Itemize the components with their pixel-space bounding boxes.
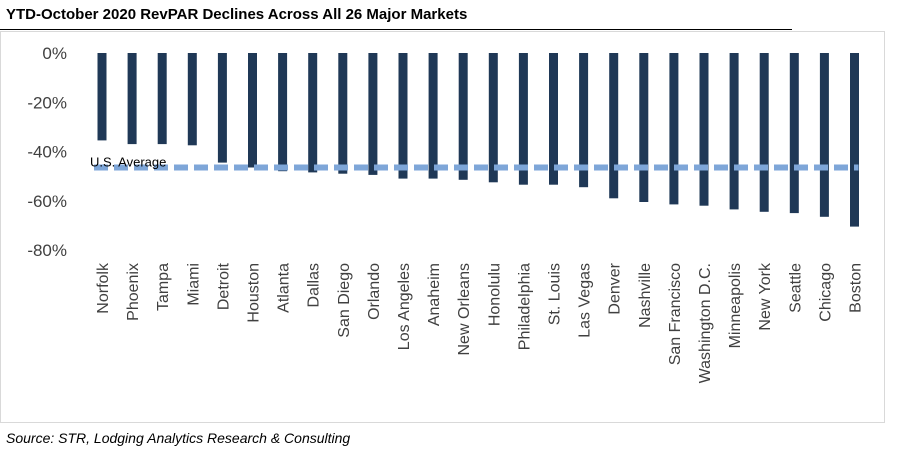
bar-seattle <box>789 53 799 214</box>
bar-miami <box>187 53 197 146</box>
x-tick-label: Denver <box>607 262 624 314</box>
x-tick-label: Miami <box>185 263 202 306</box>
bar-dallas <box>308 53 318 173</box>
bar-minneapolis <box>729 53 739 210</box>
x-tick-label: Houston <box>246 263 263 323</box>
y-tick-label: -60% <box>27 192 67 211</box>
bar-anaheim <box>428 53 438 179</box>
bar-new-york <box>759 53 769 212</box>
y-tick-label: -80% <box>27 241 67 260</box>
x-tick-label: New Orleans <box>456 263 473 355</box>
x-tick-label: Phoenix <box>125 263 142 321</box>
x-tick-label: Minneapolis <box>727 263 744 348</box>
bar-detroit <box>217 53 227 163</box>
y-tick-label: -20% <box>27 93 67 112</box>
x-tick-label: New York <box>757 262 774 331</box>
bar-washington-d-c- <box>699 53 709 206</box>
bar-houston <box>248 53 257 168</box>
bar-las-vegas <box>579 53 589 188</box>
chart-title: YTD-October 2020 RevPAR Declines Across … <box>6 6 468 23</box>
x-tick-label: San Francisco <box>667 263 684 365</box>
x-tick-label: Philadelphia <box>516 263 533 350</box>
bar-san-diego <box>338 53 348 174</box>
bar-tampa <box>157 53 167 145</box>
x-tick-label: St. Louis <box>547 263 564 325</box>
bar-st-louis <box>549 53 558 185</box>
x-tick-label: San Diego <box>336 263 353 338</box>
bar-philadelphia <box>518 53 528 185</box>
x-tick-label: Anaheim <box>426 263 443 326</box>
y-tick-label: -40% <box>27 143 67 162</box>
bar-chicago <box>819 53 829 217</box>
bar-honolulu <box>488 53 498 183</box>
x-tick-label: Norfolk <box>95 262 112 314</box>
bar-nashville <box>639 53 649 202</box>
title-rule <box>0 29 792 30</box>
x-tick-label: Orlando <box>366 263 383 320</box>
x-tick-label: Las Vegas <box>577 263 594 338</box>
bar-orlando <box>368 53 378 175</box>
x-tick-label: Tampa <box>155 263 172 311</box>
bar-los-angeles <box>398 53 408 179</box>
us-average-label: U.S. Average <box>90 155 166 170</box>
x-tick-label: Nashville <box>637 263 654 328</box>
x-tick-label: Boston <box>848 263 865 313</box>
bar-boston <box>850 53 859 227</box>
y-tick-label: 0% <box>42 44 67 63</box>
bar-san-francisco <box>669 53 679 205</box>
x-tick-label: Seattle <box>787 263 804 313</box>
x-tick-label: Los Angeles <box>396 263 413 350</box>
source-note: Source: STR, Lodging Analytics Research … <box>6 430 351 446</box>
x-tick-label: Honolulu <box>486 263 503 326</box>
bar-new-orleans <box>458 53 468 180</box>
chart-frame <box>0 31 885 423</box>
x-tick-label: Dallas <box>306 263 323 307</box>
x-tick-label: Atlanta <box>276 263 293 313</box>
x-tick-label: Chicago <box>817 263 834 322</box>
bar-denver <box>609 53 619 199</box>
bar-phoenix <box>127 53 137 145</box>
bar-atlanta <box>278 53 288 172</box>
x-tick-label: Detroit <box>215 262 232 310</box>
x-tick-label: Washington D.C. <box>697 263 714 383</box>
bar-norfolk <box>97 53 107 141</box>
